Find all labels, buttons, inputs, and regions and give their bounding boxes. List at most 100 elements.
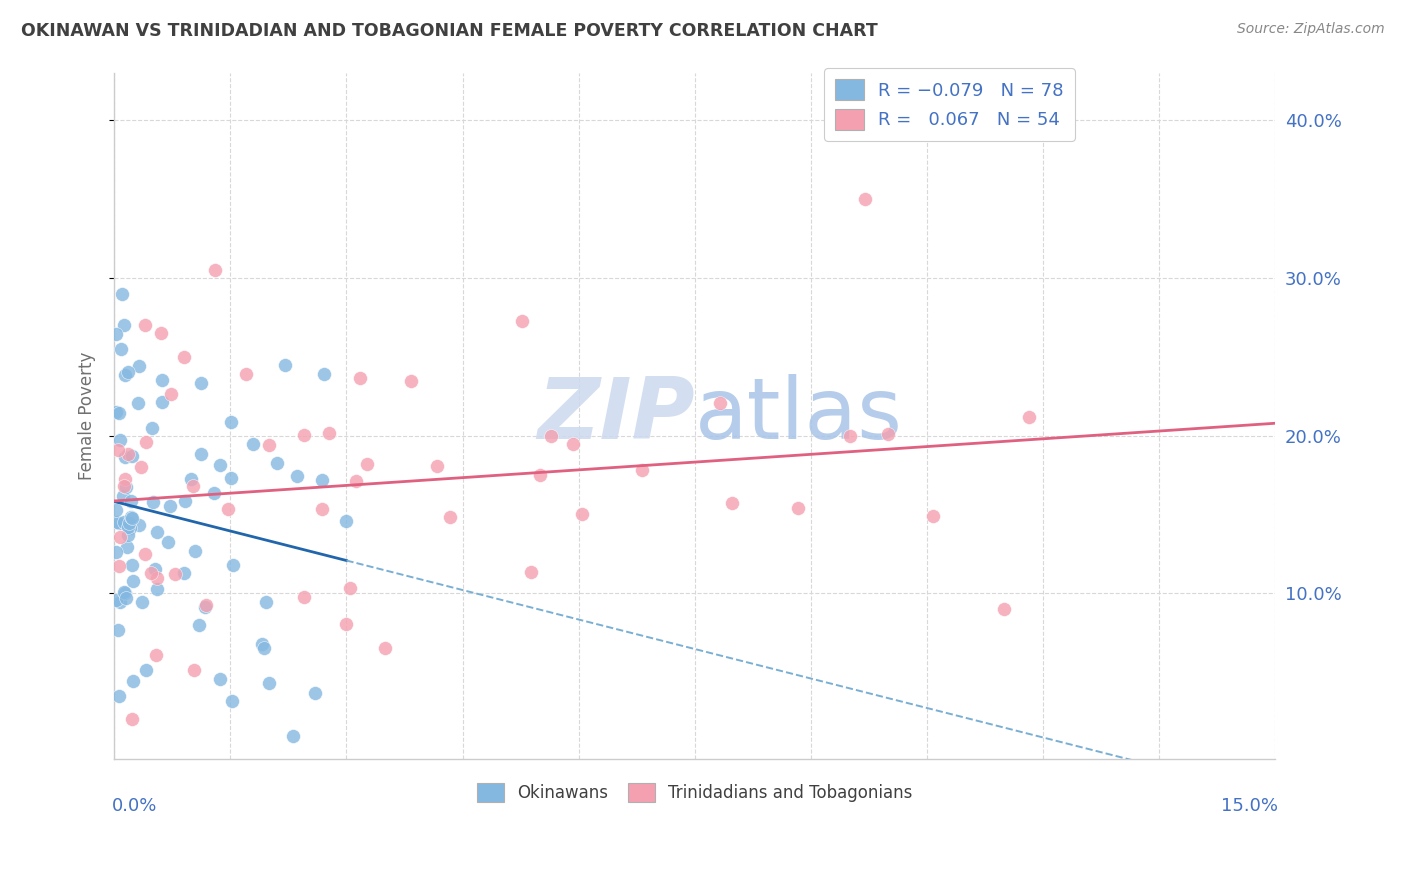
Point [105,405,128,419]
Point [159,499,181,513]
Point [222,558,245,572]
Point [146,582,169,596]
Point [529,468,551,483]
Point [110,342,132,356]
Point [311,502,333,516]
Point [120,494,142,508]
Point [129,460,152,475]
Point [121,450,143,464]
Point [104,593,127,607]
Point [104,326,127,341]
Point [208,458,231,472]
Text: 0.0%: 0.0% [112,797,157,814]
Point [117,527,139,541]
Point [117,520,139,534]
Point [134,547,156,561]
Point [242,437,264,451]
Point [253,641,276,656]
Point [439,510,461,524]
Point [190,376,212,390]
Text: OKINAWAN VS TRINIDADIAN AND TOBAGONIAN FEMALE POVERTY CORRELATION CHART: OKINAWAN VS TRINIDADIAN AND TOBAGONIAN F… [21,22,877,40]
Point [235,367,257,381]
Point [266,456,288,470]
Text: 15.0%: 15.0% [1220,797,1278,814]
Point [173,566,195,581]
Point [134,318,156,333]
Point [108,559,131,574]
Point [292,428,315,442]
Point [304,686,326,700]
Point [107,624,129,638]
Point [115,480,138,494]
Point [128,359,150,373]
Point [183,663,205,677]
Point [107,690,129,704]
Point [195,598,218,612]
Point [217,502,239,516]
Point [141,421,163,435]
Point [344,474,367,488]
Point [374,641,396,656]
Point [921,509,943,524]
Point [105,503,128,517]
Point [993,602,1015,616]
Point [221,694,243,708]
Text: atlas: atlas [695,375,903,458]
Point [335,617,357,632]
Point [274,359,297,373]
Point [112,585,135,599]
Point [254,595,277,609]
Point [173,350,195,364]
Point [108,530,131,544]
Point [787,500,810,515]
Point [202,485,225,500]
Point [114,591,136,605]
Point [853,192,876,206]
Y-axis label: Female Poverty: Female Poverty [79,351,96,480]
Point [112,479,135,493]
Point [349,371,371,385]
Point [114,368,136,382]
Point [399,374,422,388]
Point [135,663,157,677]
Point [335,514,357,528]
Point [112,318,135,333]
Point [145,571,167,585]
Point [120,509,142,524]
Point [118,516,141,530]
Point [194,600,217,615]
Point [292,591,315,605]
Point [135,435,157,450]
Point [339,582,361,596]
Point [252,637,274,651]
Point [1018,410,1040,425]
Point [127,396,149,410]
Point [190,447,212,461]
Point [115,541,138,555]
Point [257,675,280,690]
Point [128,518,150,533]
Point [510,314,533,328]
Point [281,729,304,743]
Point [285,468,308,483]
Point [219,471,242,485]
Point [108,406,131,420]
Point [121,712,143,726]
Point [184,543,207,558]
Point [107,442,129,457]
Point [122,574,145,588]
Point [114,450,136,464]
Point [121,673,143,688]
Point [108,516,131,531]
Point [631,463,654,477]
Point [145,648,167,662]
Point [183,479,205,493]
Point [838,428,860,442]
Point [121,511,143,525]
Point [219,415,242,429]
Point [209,672,232,686]
Point [149,326,172,340]
Point [356,457,378,471]
Point [105,545,128,559]
Point [114,472,136,486]
